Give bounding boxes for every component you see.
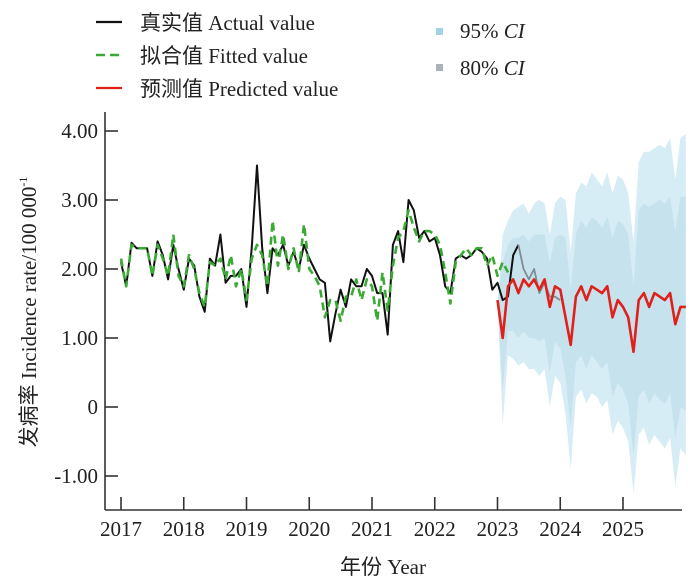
legend-ci80-ci: CI <box>504 56 526 80</box>
legend-ci95-swatch <box>436 28 443 35</box>
x-tick-label: 2023 <box>477 517 519 541</box>
x-tick-label: 2019 <box>226 517 268 541</box>
x-tick-label: 2024 <box>539 517 582 541</box>
y-tick-label: -1.00 <box>54 464 98 488</box>
axes: 4.003.002.001.000-1.00 2017 2018 2019 2020 2… <box>54 112 682 541</box>
x-tick-label: 2021 <box>351 517 393 541</box>
y-tick-label: 3.00 <box>61 188 98 212</box>
legend-ci80-swatch <box>436 64 443 71</box>
legend-ci95-ci: CI <box>504 19 526 43</box>
predicted-line <box>496 278 686 354</box>
actual-line <box>120 164 520 343</box>
legend-ci95-label: 95% CI <box>460 19 526 43</box>
legend-fitted-label: 拟合值 Fitted value <box>140 44 308 68</box>
x-tick-label: 2020 <box>288 517 330 541</box>
y-tick-label: 1.00 <box>61 326 98 350</box>
y-tick-label: 4.00 <box>61 119 98 143</box>
x-tick-label: 2018 <box>163 517 205 541</box>
ci-bands <box>497 134 686 494</box>
y-axis-title: 发病率 Incidence rate/100 000-1 <box>16 177 41 448</box>
y-ticks: 4.00 3.00 2.00 1.00 0 -1.00 <box>54 119 118 488</box>
legend-ci80-label: 80% CI <box>460 56 526 80</box>
y-tick-label: 0 <box>88 395 99 419</box>
ci80-band <box>497 196 686 456</box>
fitted-line <box>119 209 510 323</box>
y-axis-title-sup: -1 <box>16 177 30 187</box>
x-tick-label: 2022 <box>414 517 456 541</box>
legend-actual-label: 真实值 Actual value <box>140 11 315 35</box>
legend-ci95-pct: 95% <box>460 19 499 43</box>
y-tick-label: 2.00 <box>61 257 98 281</box>
legend-ci80-pct: 80% <box>460 56 499 80</box>
x-tick-label: 2025 <box>602 517 644 541</box>
x-ticks: 2017 2018 2019 2020 2021 2022 2023 2024 2025 <box>100 497 644 541</box>
y-axis-title-main: 发病率 Incidence rate/100 000 <box>17 187 41 448</box>
legend: 真实值 Actual value 拟合值 Fitted value 预测值 Pr… <box>96 11 526 101</box>
x-tick-label: 2017 <box>100 517 142 541</box>
series-lines <box>119 164 686 354</box>
x-axis-title: 年份 Year <box>340 555 426 579</box>
legend-predicted-label: 预测值 Predicted value <box>140 77 338 101</box>
